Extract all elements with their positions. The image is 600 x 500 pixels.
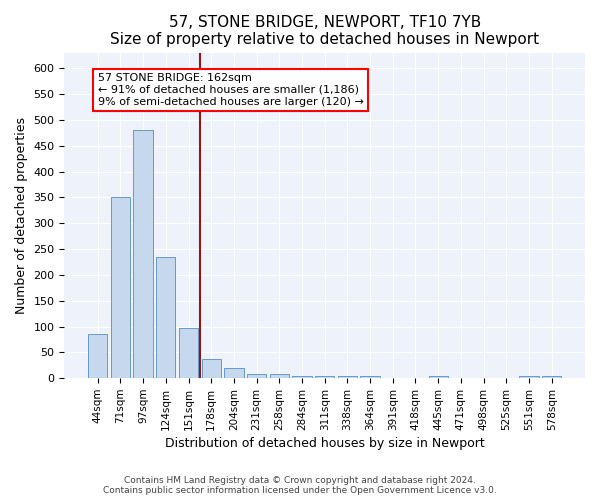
Bar [88, 334, 107, 378]
Bar [542, 376, 562, 378]
Y-axis label: Number of detached properties: Number of detached properties [15, 117, 28, 314]
Bar [338, 376, 357, 378]
Bar [111, 198, 130, 378]
Title: 57, STONE BRIDGE, NEWPORT, TF10 7YB
Size of property relative to detached houses: 57, STONE BRIDGE, NEWPORT, TF10 7YB Size… [110, 15, 539, 48]
Bar [156, 257, 175, 378]
Bar [179, 328, 198, 378]
Bar [247, 374, 266, 378]
Bar [428, 376, 448, 378]
Bar [292, 376, 311, 378]
Bar [269, 374, 289, 378]
Bar [315, 376, 334, 378]
X-axis label: Distribution of detached houses by size in Newport: Distribution of detached houses by size … [165, 437, 485, 450]
Bar [224, 368, 244, 378]
Bar [133, 130, 153, 378]
Text: Contains HM Land Registry data © Crown copyright and database right 2024.
Contai: Contains HM Land Registry data © Crown c… [103, 476, 497, 495]
Bar [202, 359, 221, 378]
Text: 57 STONE BRIDGE: 162sqm
← 91% of detached houses are smaller (1,186)
9% of semi-: 57 STONE BRIDGE: 162sqm ← 91% of detache… [98, 74, 364, 106]
Bar [520, 376, 539, 378]
Bar [361, 376, 380, 378]
